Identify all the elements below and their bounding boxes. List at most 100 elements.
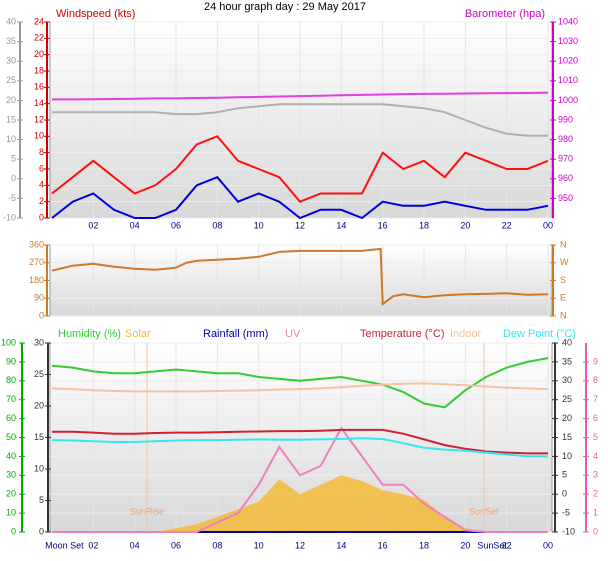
y-tick-label: 1040 <box>558 16 578 26</box>
axis-note: SunSet <box>477 540 507 550</box>
series-line <box>51 382 549 393</box>
y-tick-label: 6 <box>593 413 598 423</box>
x-tick-label: 22 <box>502 540 512 550</box>
y-tick-label: 14 <box>34 98 44 108</box>
axis-title: Barometer (hpa) <box>465 8 545 20</box>
y-tick-label: 5 <box>562 470 567 480</box>
x-tick-label: 12 <box>295 540 305 550</box>
series-line <box>51 176 549 220</box>
y-tick-label: 8 <box>593 375 598 385</box>
y-tick-label: 24 <box>34 16 44 26</box>
annotation: SunRise <box>130 506 164 516</box>
legend-entry: Humidity (%) <box>58 328 121 340</box>
y-tick-label: 90 <box>34 293 44 303</box>
y-tick-label: 0 <box>593 526 598 536</box>
x-tick-label: 08 <box>212 220 222 230</box>
x-tick-label: 02 <box>88 220 98 230</box>
y-tick-label: 20 <box>34 49 44 59</box>
y-tick-label: 25 <box>562 394 572 404</box>
series-line <box>52 428 548 455</box>
y-tick-label: 1010 <box>558 75 578 85</box>
y-tick-label: 8 <box>39 147 44 157</box>
y-tick-label: 980 <box>558 134 573 144</box>
y-tick-label: 25 <box>6 75 16 85</box>
y-tick-label: 990 <box>558 114 573 124</box>
y-tick-label: 30 <box>6 56 16 66</box>
x-tick-label: 16 <box>378 220 388 230</box>
y-tick-label: 90 <box>6 356 16 366</box>
x-tick-label: 10 <box>254 540 264 550</box>
y-tick-label: 15 <box>34 432 44 442</box>
y-tick-label: 6 <box>39 163 44 173</box>
y-tick-label: 80 <box>6 375 16 385</box>
y-tick-label: 100 <box>1 337 16 347</box>
y-tick-label: 40 <box>562 337 572 347</box>
y-tick-label: 1020 <box>558 56 578 66</box>
y-tick-label: N <box>560 239 567 249</box>
y-tick-label: N <box>560 310 567 320</box>
y-tick-label: 70 <box>6 394 16 404</box>
legend-entry: Rainfall (mm) <box>203 328 268 340</box>
y-tick-label: -5 <box>562 507 570 517</box>
y-tick-label: -10 <box>3 212 16 222</box>
y-tick-label: 1 <box>593 507 598 517</box>
y-tick-label: 40 <box>6 451 16 461</box>
y-tick-label: 4 <box>593 451 598 461</box>
y-tick-label: 30 <box>34 337 44 347</box>
x-tick-label: 02 <box>88 540 98 550</box>
y-tick-label: -5 <box>8 193 16 203</box>
y-tick-label: 30 <box>6 470 16 480</box>
y-tick-label: 9 <box>593 356 598 366</box>
x-tick-label: 12 <box>295 220 305 230</box>
series-line <box>51 135 549 203</box>
x-tick-label: 18 <box>419 540 429 550</box>
y-tick-label: 0 <box>11 173 16 183</box>
y-tick-label: E <box>560 293 566 303</box>
y-tick-label: 10 <box>562 451 572 461</box>
y-tick-label: 18 <box>34 65 44 75</box>
y-tick-label: 0 <box>39 310 44 320</box>
x-tick-label: 22 <box>502 220 512 230</box>
y-tick-label: 60 <box>6 413 16 423</box>
y-tick-label: 180 <box>29 275 44 285</box>
legend-entry: Temperature (°C) <box>360 328 444 340</box>
y-tick-label: 10 <box>6 507 16 517</box>
y-tick-label: 25 <box>34 369 44 379</box>
legend-entry: Dew Point (°C) <box>503 328 576 340</box>
x-tick-label: 10 <box>254 220 264 230</box>
y-tick-label: 2 <box>593 489 598 499</box>
y-tick-label: 0 <box>39 526 44 536</box>
series-line <box>51 437 548 458</box>
y-tick-label: 12 <box>34 114 44 124</box>
y-tick-label: 0 <box>11 526 16 536</box>
series-area <box>52 475 548 532</box>
y-tick-label: 15 <box>6 114 16 124</box>
y-tick-label: 20 <box>34 400 44 410</box>
y-tick-label: 360 <box>29 239 44 249</box>
annotation: SunSet <box>469 506 499 516</box>
y-tick-label: 35 <box>562 356 572 366</box>
y-tick-label: 20 <box>562 413 572 423</box>
x-tick-label: 18 <box>419 220 429 230</box>
y-tick-label: 30 <box>562 375 572 385</box>
y-tick-label: 5 <box>593 432 598 442</box>
x-tick-label: 06 <box>171 540 181 550</box>
y-tick-label: 20 <box>6 95 16 105</box>
page-title: 24 hour graph day : 29 May 2017 <box>204 1 366 13</box>
y-tick-label: 4 <box>39 180 44 190</box>
y-tick-label: 2 <box>39 196 44 206</box>
y-tick-label: S <box>560 275 566 285</box>
y-tick-label: 40 <box>6 16 16 26</box>
y-tick-label: 22 <box>34 33 44 43</box>
y-tick-label: 15 <box>562 432 572 442</box>
x-tick-label: 14 <box>336 220 346 230</box>
legend-entry: UV <box>285 328 301 340</box>
y-tick-label: 20 <box>6 489 16 499</box>
y-tick-label: 16 <box>34 82 44 92</box>
y-tick-label: 1000 <box>558 95 578 105</box>
axis-note: Moon Set <box>45 540 84 550</box>
y-tick-label: 5 <box>11 154 16 164</box>
y-tick-label: 7 <box>593 394 598 404</box>
y-tick-label: 10 <box>6 134 16 144</box>
